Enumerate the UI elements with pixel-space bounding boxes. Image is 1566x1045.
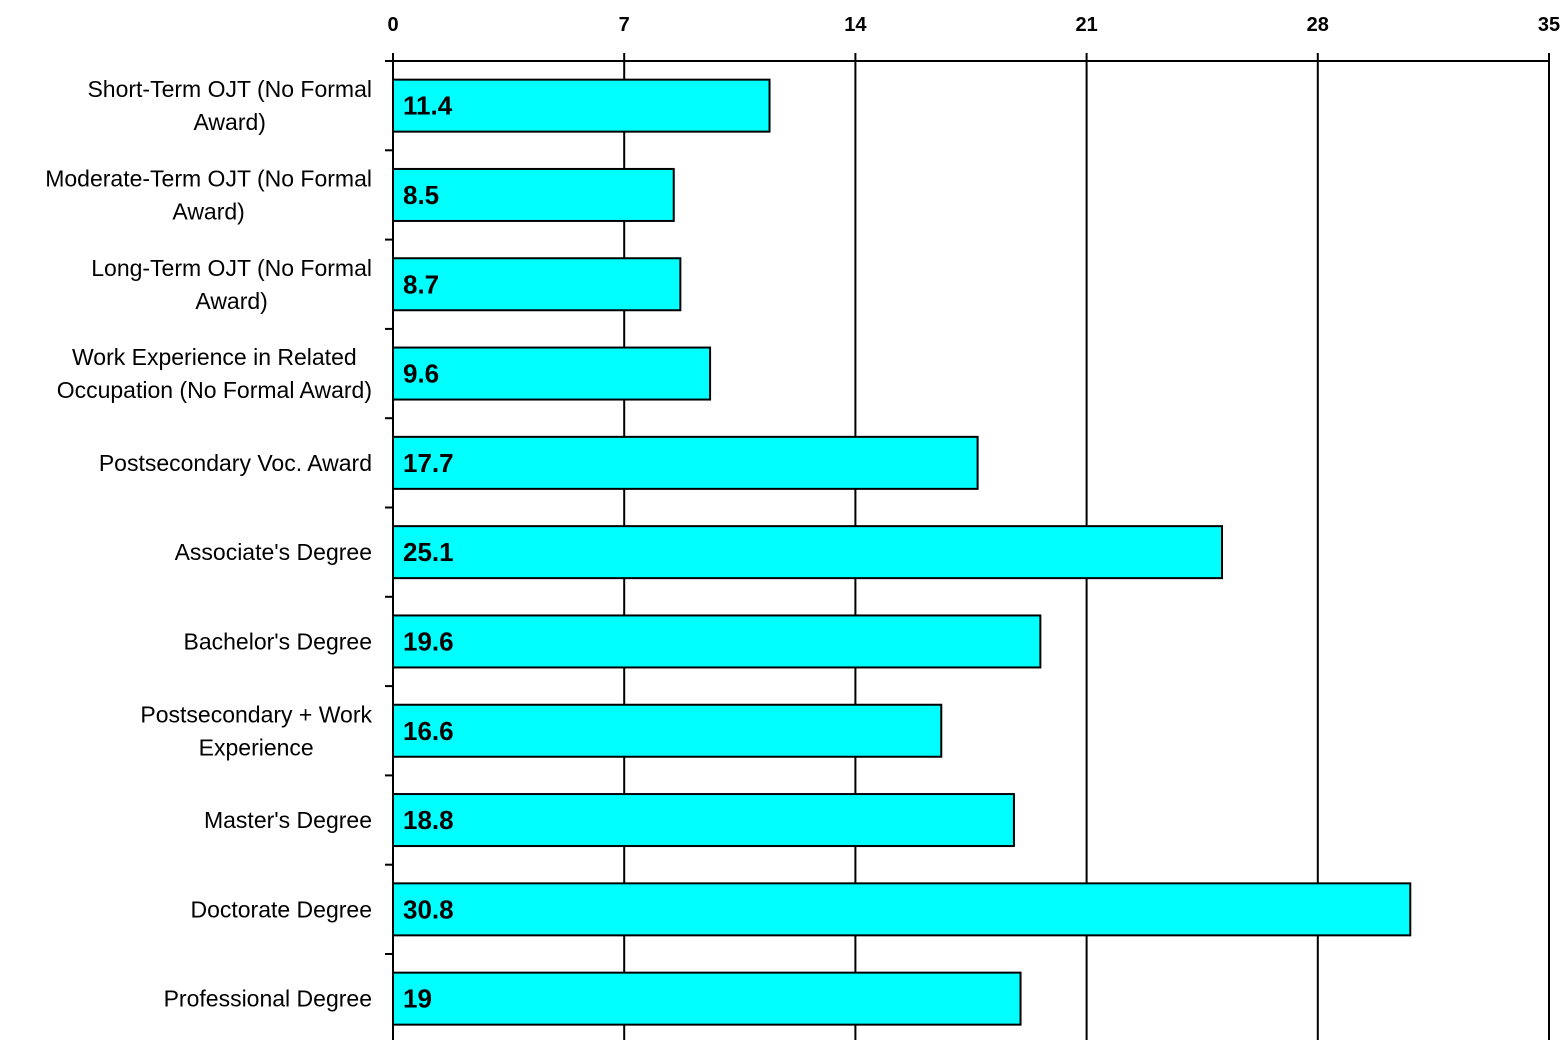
category-label-line: Occupation (No Formal Award): [57, 377, 372, 403]
category-label: Associate's Degree: [175, 539, 372, 565]
x-tick-label: 0: [387, 14, 398, 36]
x-tick-label: 7: [619, 14, 630, 36]
x-tick-label: 21: [1075, 14, 1097, 36]
bar: [392, 882, 1412, 937]
category-label: Postsecondary Voc. Award: [99, 450, 372, 476]
data-label: 18.8: [403, 805, 454, 835]
data-label: 30.8: [403, 894, 454, 924]
category-label-line: Award): [195, 288, 267, 314]
x-axis-tick-labels: 0 7 14 21 28 35: [387, 14, 1560, 36]
category-label-line: Experience: [199, 734, 314, 760]
data-label: 11.4: [403, 91, 453, 121]
data-label: 9.6: [403, 359, 439, 389]
x-tick-label: 28: [1307, 14, 1329, 36]
category-label: Work Experience in Related Occupation (No…: [57, 344, 372, 403]
category-label-line: Postsecondary + Work: [140, 701, 372, 727]
data-label: 19.6: [403, 626, 454, 656]
category-label: Master's Degree: [204, 807, 372, 833]
data-label: 19: [403, 984, 432, 1014]
bar: [392, 346, 712, 401]
category-label-line: Work Experience in Related: [72, 344, 357, 370]
bar: [392, 793, 1015, 848]
category-label: Moderate-Term OJT (No Formal Award): [45, 165, 372, 224]
category-label-line: Award): [194, 109, 266, 135]
category-label-line: Award): [172, 198, 244, 224]
bar: [392, 703, 943, 758]
bar: [392, 257, 682, 312]
x-tick-label: 35: [1538, 14, 1560, 36]
data-labels: 11.4 8.5 8.7 9.6 17.7 25.1 19.6 16.6 18.8 30.8 19: [403, 91, 454, 1014]
data-label: 16.6: [403, 716, 454, 746]
bar: [392, 78, 771, 133]
category-label: Bachelor's Degree: [184, 628, 373, 654]
category-label-line: Short-Term OJT (No Formal: [87, 76, 372, 102]
bar: [392, 525, 1224, 580]
bars: [392, 78, 1412, 1026]
bar: [392, 614, 1042, 669]
category-label-line: Moderate-Term OJT (No Formal: [45, 165, 372, 191]
category-label: Short-Term OJT (No Formal Award): [87, 76, 372, 135]
bar: [392, 167, 675, 222]
data-label: 17.7: [403, 448, 454, 478]
bar: [392, 435, 979, 490]
category-label-line: Long-Term OJT (No Formal: [91, 255, 372, 281]
data-label: 8.5: [403, 180, 439, 210]
category-label: Professional Degree: [164, 986, 372, 1012]
x-tick-label: 14: [844, 14, 867, 36]
data-label: 25.1: [403, 537, 454, 567]
category-labels: Short-Term OJT (No Formal Award)Moderate-…: [45, 76, 372, 1012]
bar: [392, 971, 1022, 1026]
category-label: Postsecondary + Work Experience: [140, 701, 372, 760]
category-label: Doctorate Degree: [190, 896, 372, 922]
category-label: Long-Term OJT (No Formal Award): [91, 255, 372, 314]
data-label: 8.7: [403, 269, 439, 299]
